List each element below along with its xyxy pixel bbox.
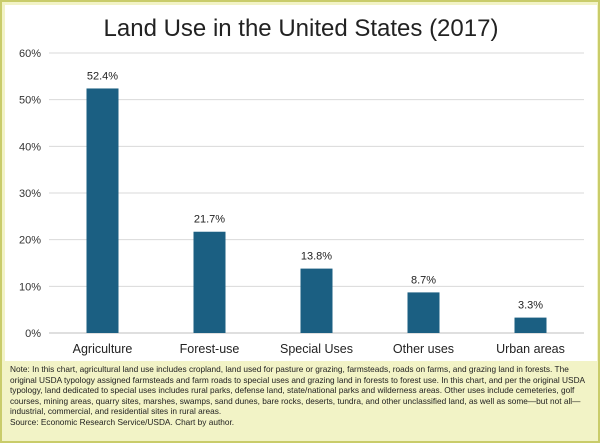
chart-area: Land Use in the United States (2017) 0% 1… (5, 5, 597, 361)
y-tick-label: 30% (19, 188, 41, 200)
x-tick-label: Forest-use (180, 342, 240, 356)
y-tick-label: 40% (19, 141, 41, 153)
x-tick-label: Other uses (393, 342, 454, 356)
chart-title: Land Use in the United States (2017) (103, 15, 499, 42)
bar (514, 317, 547, 333)
y-tick-label: 0% (25, 328, 41, 340)
x-tick-label: Urban areas (496, 342, 565, 356)
data-label: 21.7% (194, 214, 225, 226)
bar (300, 268, 333, 333)
y-tick-label: 50% (19, 95, 41, 107)
note-text: Note: In this chart, agricultural land u… (10, 364, 585, 416)
data-label: 8.7% (411, 274, 436, 286)
y-tick-label: 60% (19, 48, 41, 60)
x-tick-label: Special Uses (280, 342, 353, 356)
data-label: 13.8% (301, 251, 332, 263)
data-label: 52.4% (87, 70, 118, 82)
data-label: 3.3% (518, 300, 543, 312)
y-tick-label: 10% (19, 281, 41, 293)
y-tick-label: 20% (19, 235, 41, 247)
chart-note: Note: In this chart, agricultural land u… (10, 364, 590, 427)
source-text: Source: Economic Research Service/USDA. … (10, 416, 235, 427)
bar-chart: 0% 10% 20% 30% 40% 50% 60% 52.4% Agriculture 21.7… (19, 48, 584, 356)
bar (86, 88, 119, 333)
bar (407, 292, 440, 333)
x-tick-label: Agriculture (73, 342, 133, 356)
bar (193, 231, 226, 333)
